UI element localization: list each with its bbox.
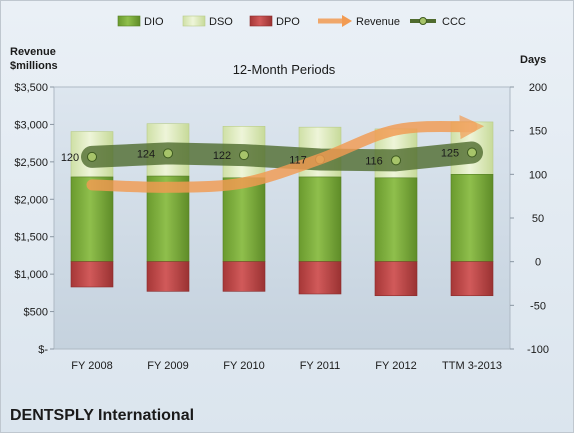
legend-label: DIO <box>144 16 164 28</box>
ccc-line <box>81 141 483 172</box>
right-tick-label: 150 <box>529 126 547 138</box>
left-tick-label: $- <box>38 344 48 356</box>
right-tick-label: 50 <box>532 213 544 225</box>
ccc-point <box>467 147 477 158</box>
x-tick-label: TTM 3-2013 <box>442 360 502 372</box>
bar-dpo <box>222 261 266 292</box>
x-tick-label: FY 2010 <box>223 360 264 372</box>
legend-swatch <box>117 15 141 27</box>
right-tick-label: 0 <box>535 257 541 269</box>
legend-swatch <box>182 15 206 27</box>
x-tick-label: FY 2009 <box>147 360 188 372</box>
bar-dpo <box>298 261 342 295</box>
ccc-point <box>163 148 173 159</box>
left-tick-label: $500 <box>24 307 48 319</box>
bars-layer <box>70 121 494 297</box>
bar-dio <box>450 174 494 262</box>
bar-dio <box>70 176 114 262</box>
ccc-data-label: 124 <box>137 148 155 160</box>
legend-swatch <box>249 15 273 27</box>
bar-dpo <box>70 261 114 288</box>
x-axis: FY 2008 FY 2009 FY 2010 FY 2011 FY 2012 TTM 3… <box>71 360 502 372</box>
left-axis-title-line1: Revenue <box>10 46 56 58</box>
ccc-data-label: 116 <box>365 155 383 167</box>
ccc-data-label: 125 <box>441 148 459 160</box>
left-tick-label: $3,000 <box>14 119 48 131</box>
left-axis-title: Revenue $millions <box>10 46 59 72</box>
ccc-point <box>391 155 401 166</box>
chart-title: 12-Month Periods <box>233 62 336 77</box>
ccc-point <box>239 150 249 161</box>
legend-item: DSO <box>182 15 233 28</box>
legend-label: CCC <box>442 16 466 28</box>
ccc-data-label: 117 <box>289 154 307 166</box>
bar-dpo <box>146 261 190 292</box>
bar-dio <box>222 177 266 262</box>
left-tick-label: $2,000 <box>14 194 48 206</box>
legend-swatch <box>419 17 427 25</box>
right-tick-label: -100 <box>527 344 549 356</box>
left-tick-label: $2,500 <box>14 157 48 169</box>
legend-label: DSO <box>209 16 233 28</box>
legend-item: Revenue <box>318 15 400 28</box>
legend-label: DPO <box>276 16 300 28</box>
ccc-data-label: 120 <box>61 152 79 164</box>
right-tick-label: 100 <box>529 169 547 181</box>
bar-dpo <box>374 261 418 297</box>
revenue-layer <box>86 115 485 193</box>
revenue-line <box>86 115 485 193</box>
legend-item: CCC <box>410 16 466 28</box>
left-tick-label: $3,500 <box>14 82 48 94</box>
right-tick-label: 200 <box>529 82 547 94</box>
left-tick-label: $1,000 <box>14 269 48 281</box>
company-name: DENTSPLY International <box>10 407 194 424</box>
right-tick-label: -50 <box>530 300 546 312</box>
bar-dio <box>298 176 342 262</box>
legend-item: DPO <box>249 15 300 28</box>
ccc-point <box>87 151 97 162</box>
legend-swatch <box>342 15 352 27</box>
right-axis: -100 -50 0 50 100 150 200 <box>510 82 549 356</box>
legend-item: DIO <box>117 15 164 28</box>
bar-dpo <box>450 261 494 297</box>
legend: DIO DSO DPO Revenue CCC <box>117 15 466 28</box>
ccc-labels-layer: 120 124 122 117 116 125 <box>61 148 459 168</box>
ccc-layer <box>81 141 483 172</box>
x-tick-label: FY 2011 <box>300 360 341 372</box>
ccc-data-label: 122 <box>213 150 231 162</box>
x-tick-label: FY 2008 <box>71 360 112 372</box>
left-axis-title-line2: $millions <box>10 60 58 72</box>
right-axis-title: Days <box>520 54 546 66</box>
x-tick-label: FY 2012 <box>375 360 416 372</box>
bar-dio <box>374 177 418 262</box>
legend-label: Revenue <box>356 16 400 28</box>
left-axis: $- $500 $1,000 $1,500 $2,000 $2,500 $3,000 $3,5… <box>14 82 54 356</box>
left-tick-label: $1,500 <box>14 232 48 244</box>
